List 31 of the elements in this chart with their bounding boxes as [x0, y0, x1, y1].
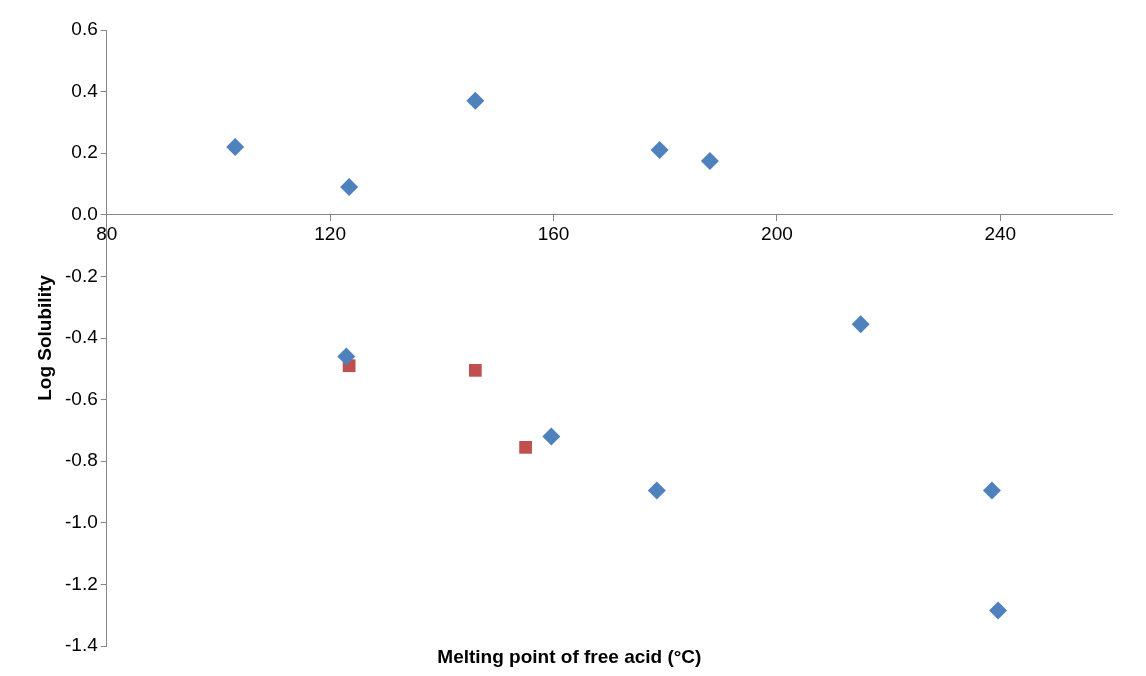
y-tick-label: -1.2 — [64, 572, 98, 594]
y-tick-label: 0.2 — [71, 141, 98, 163]
point — [340, 178, 359, 197]
point — [337, 347, 356, 366]
x-axis-title: Melting point of free acid (°C) — [437, 646, 702, 668]
y-tick-label: 0.4 — [71, 79, 99, 101]
point — [647, 481, 666, 500]
y-tick-label: -0.2 — [64, 264, 98, 286]
x-tick-label: 80 — [96, 223, 118, 245]
y-tick-label: 0.6 — [71, 18, 98, 40]
y-tick-label: -1.0 — [64, 511, 98, 533]
point — [989, 601, 1008, 620]
point — [982, 481, 1001, 500]
y-tick-label: -1.4 — [64, 634, 99, 656]
y-tick-label: -0.6 — [64, 387, 98, 409]
y-tick-label: 0.0 — [71, 203, 98, 225]
point — [466, 91, 485, 110]
point — [226, 138, 245, 157]
point — [468, 363, 482, 377]
y-tick-label: -0.8 — [64, 449, 98, 471]
x-tick-label: 120 — [314, 223, 346, 245]
point — [519, 440, 532, 454]
x-tick-label: 160 — [537, 223, 570, 245]
y-axis-title: Log Solubility — [34, 274, 56, 401]
point — [542, 427, 561, 446]
point — [650, 141, 669, 160]
x-tick-label: 240 — [984, 223, 1017, 245]
point — [700, 151, 719, 170]
x-tick-label: 200 — [761, 223, 793, 245]
y-tick-label: -0.4 — [64, 326, 99, 348]
point — [851, 315, 870, 334]
